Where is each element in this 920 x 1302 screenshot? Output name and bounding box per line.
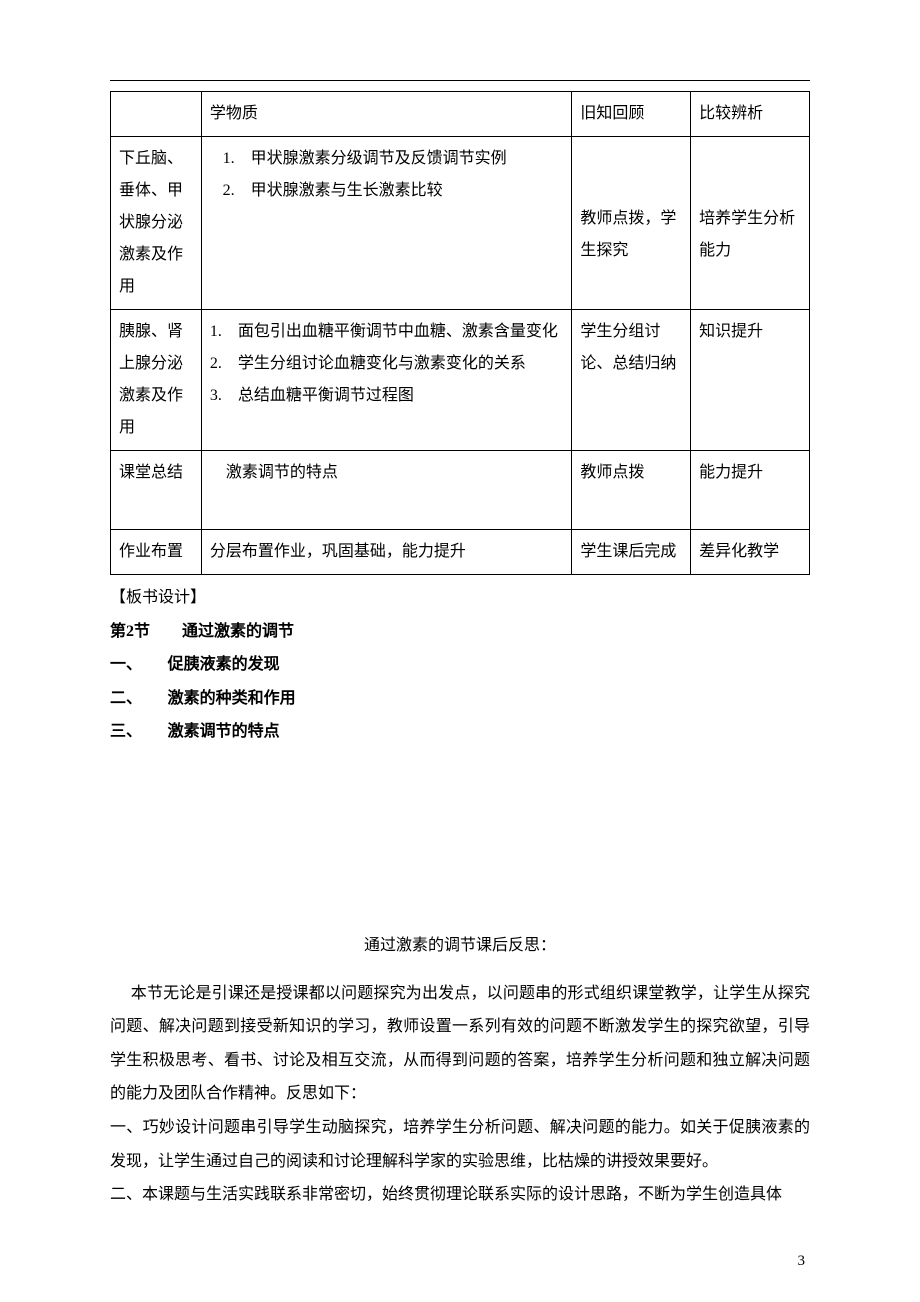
outline-num: 一、	[110, 648, 168, 682]
reflection-paragraph: 二、本课题与生活实践联系非常密切，始终贯彻理论联系实际的设计思路，不断为学生创造…	[110, 1178, 810, 1212]
outline-item: 二、激素的种类和作用	[110, 682, 810, 716]
cell-content: 1. 面包引出血糖平衡调节中血糖、激素含量变化 2. 学生分组讨论血糖变化与激素…	[201, 310, 571, 451]
outline-title: 第2节 通过激素的调节	[110, 615, 810, 649]
cell-purpose: 比较辨析	[691, 92, 810, 137]
cell-stage: 下丘脑、垂体、甲状腺分泌激素及作用	[111, 137, 202, 310]
cell-method: 学生分组讨论、总结归纳	[572, 310, 691, 451]
cell-stage	[111, 92, 202, 137]
lesson-plan-table: 学物质 旧知回顾 比较辨析 下丘脑、垂体、甲状腺分泌激素及作用 1. 甲状腺激素…	[110, 91, 810, 575]
cell-text: 培养学生分析能力	[699, 143, 801, 267]
outline-title-prefix: 第2节	[110, 623, 150, 640]
cell-stage: 胰腺、肾上腺分泌激素及作用	[111, 310, 202, 451]
table-row: 下丘脑、垂体、甲状腺分泌激素及作用 1. 甲状腺激素分级调节及反馈调节实例 2.…	[111, 137, 810, 310]
table-row: 作业布置 分层布置作业，巩固基础，能力提升 学生课后完成 差异化教学	[111, 530, 810, 575]
reflection-title: 通过激素的调节课后反思：	[110, 929, 810, 963]
outline-text: 激素调节的特点	[168, 723, 280, 740]
cell-text: 教师点拨，学生探究	[580, 143, 682, 267]
page-number: 3	[798, 1250, 806, 1273]
list-item: 1. 甲状腺激素分级调节及反馈调节实例	[215, 143, 564, 175]
cell-purpose: 差异化教学	[691, 530, 810, 575]
list-item: 1. 面包引出血糖平衡调节中血糖、激素含量变化	[210, 316, 563, 348]
cell-content: 学物质	[201, 92, 571, 137]
cell-method: 旧知回顾	[572, 92, 691, 137]
outline-text: 激素的种类和作用	[168, 690, 296, 707]
outline-item: 三、激素调节的特点	[110, 715, 810, 749]
outline-item: 一、促胰液素的发现	[110, 648, 810, 682]
cell-stage: 作业布置	[111, 530, 202, 575]
outline-num: 三、	[110, 715, 168, 749]
cell-content: 激素调节的特点	[201, 451, 571, 530]
cell-content: 1. 甲状腺激素分级调节及反馈调节实例 2. 甲状腺激素与生长激素比较	[201, 137, 571, 310]
cell-method: 教师点拨，学生探究	[572, 137, 691, 310]
cell-purpose: 培养学生分析能力	[691, 137, 810, 310]
outline-num: 二、	[110, 682, 168, 716]
reflection-paragraph: 一、巧妙设计问题串引导学生动脑探究，培养学生分析问题、解决问题的能力。如关于促胰…	[110, 1111, 810, 1178]
cell-purpose: 能力提升	[691, 451, 810, 530]
list-item: 2. 甲状腺激素与生长激素比较	[215, 175, 564, 207]
cell-method: 学生课后完成	[572, 530, 691, 575]
table-row: 学物质 旧知回顾 比较辨析	[111, 92, 810, 137]
reflection-paragraph: 本节无论是引课还是授课都以问题探究为出发点，以问题串的形式组织课堂教学，让学生从…	[110, 977, 810, 1111]
outline-text: 促胰液素的发现	[168, 656, 280, 673]
list-item: 3. 总结血糖平衡调节过程图	[210, 380, 563, 412]
cell-method: 教师点拨	[572, 451, 691, 530]
table-row: 课堂总结 激素调节的特点 教师点拨 能力提升	[111, 451, 810, 530]
cell-content: 分层布置作业，巩固基础，能力提升	[201, 530, 571, 575]
horizontal-rule	[110, 80, 810, 81]
list-item: 2. 学生分组讨论血糖变化与激素变化的关系	[210, 348, 563, 380]
table-row: 胰腺、肾上腺分泌激素及作用 1. 面包引出血糖平衡调节中血糖、激素含量变化 2.…	[111, 310, 810, 451]
cell-purpose: 知识提升	[691, 310, 810, 451]
outline-title-text: 通过激素的调节	[182, 623, 294, 640]
cell-stage: 课堂总结	[111, 451, 202, 530]
board-design-label: 【板书设计】	[110, 581, 810, 615]
